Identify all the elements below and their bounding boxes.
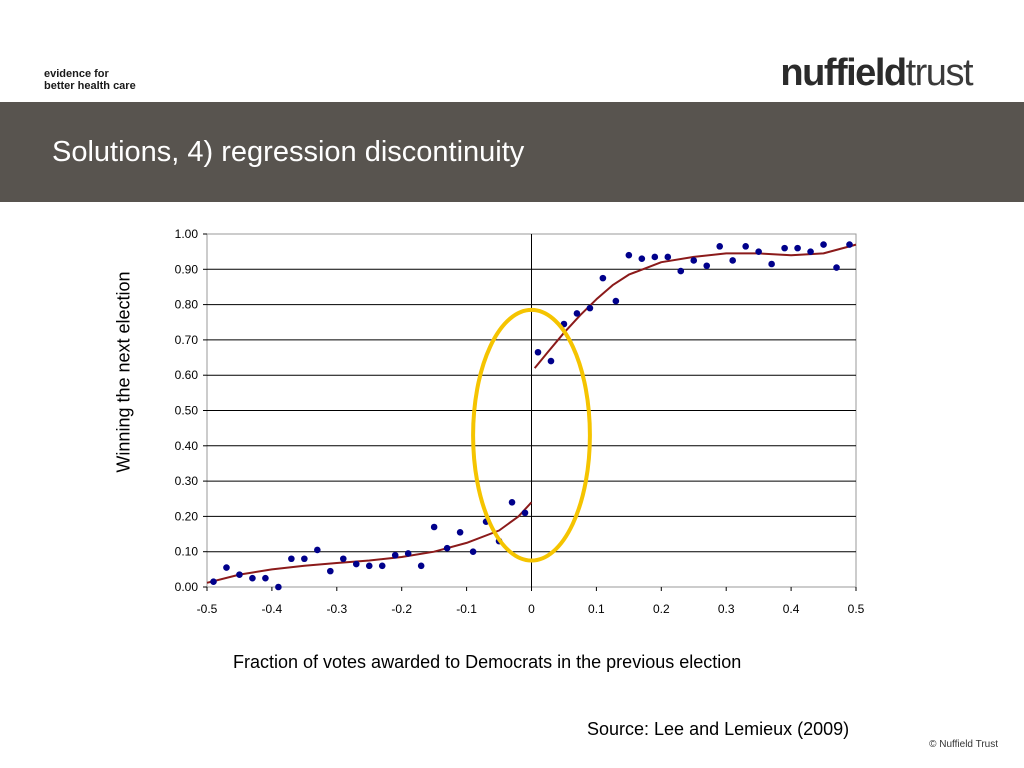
data-point <box>703 262 711 270</box>
y-tick-label: 0.50 <box>175 404 199 418</box>
data-point <box>781 244 788 252</box>
data-point <box>586 304 594 312</box>
data-point <box>573 310 581 317</box>
discontinuity-highlight-ellipse <box>471 307 592 563</box>
data-point <box>521 509 529 517</box>
data-point <box>820 241 827 248</box>
data-point <box>275 583 282 591</box>
data-point <box>638 255 646 263</box>
data-point <box>651 253 659 261</box>
data-point <box>430 523 438 531</box>
y-tick-label: 0.30 <box>175 474 199 488</box>
data-point <box>664 253 672 261</box>
x-tick-label: -0.3 <box>326 602 347 616</box>
y-tick-label: 0.40 <box>175 439 199 453</box>
x-tick-label: -0.4 <box>262 602 283 616</box>
x-tick-label: 0.2 <box>653 602 670 616</box>
data-point <box>327 567 334 575</box>
data-point <box>755 248 762 255</box>
tagline-line-1: evidence for <box>44 68 109 80</box>
y-tick-label: 0.00 <box>175 580 199 594</box>
data-point <box>378 562 386 570</box>
data-point <box>794 244 801 252</box>
y-tick-label: 0.20 <box>175 509 199 523</box>
data-point <box>210 578 217 586</box>
fit-line-left <box>206 501 533 584</box>
x-tick-label: 0.3 <box>718 602 735 616</box>
data-point <box>716 243 724 250</box>
y-tick-label: 1.00 <box>175 227 199 241</box>
y-axis-label: Winning the next election <box>113 271 134 473</box>
y-tick-label: 0.10 <box>175 545 199 559</box>
data-point <box>729 257 736 264</box>
data-point <box>612 297 620 305</box>
fit-line-right <box>533 243 857 369</box>
x-tick-label: 0.1 <box>588 602 605 616</box>
data-point <box>625 251 633 259</box>
data-point <box>690 257 698 264</box>
data-point <box>443 544 451 552</box>
y-tick-label: 0.60 <box>175 368 199 382</box>
data-point <box>339 555 347 563</box>
data-point <box>301 555 308 563</box>
data-point <box>677 267 685 275</box>
data-point <box>391 551 399 559</box>
data-point <box>742 243 749 250</box>
slide-title: Solutions, 4) regression discontinuity <box>52 136 525 168</box>
data-point <box>846 241 853 248</box>
logo-bold-text: nuffield <box>780 52 907 94</box>
x-axis-label: Fraction of votes awarded to Democrats i… <box>233 652 742 672</box>
data-point <box>314 546 321 554</box>
data-point <box>547 357 555 365</box>
source-citation: Source: Lee and Lemieux (2009) <box>587 719 850 739</box>
x-tick-label: -0.2 <box>391 602 412 616</box>
data-point <box>249 574 256 582</box>
data-point <box>236 571 243 578</box>
y-tick-label: 0.80 <box>175 298 199 312</box>
data-point <box>417 562 425 570</box>
x-tick-label: 0 <box>528 602 535 616</box>
x-tick-label: -0.5 <box>197 602 218 616</box>
data-point <box>508 498 516 506</box>
data-point <box>807 248 814 255</box>
data-point <box>469 548 477 555</box>
y-tick-label: 0.90 <box>175 262 199 276</box>
data-point <box>288 555 295 563</box>
data-point <box>456 528 464 536</box>
data-point <box>365 562 373 570</box>
x-tick-label: -0.1 <box>456 602 477 616</box>
data-point <box>833 264 840 271</box>
y-tick-label: 0.70 <box>175 333 199 347</box>
data-point <box>404 550 412 557</box>
data-point <box>223 564 230 571</box>
data-point <box>262 574 269 582</box>
title-bar: Solutions, 4) regression discontinuity <box>0 102 1024 202</box>
data-point <box>352 560 360 568</box>
x-tick-label: 0.4 <box>783 602 800 616</box>
tagline-line-2: better health care <box>44 80 136 92</box>
tagline: evidence for better health care <box>44 68 136 92</box>
data-point <box>534 348 542 356</box>
nuffield-trust-logo: nuffieldtrust <box>780 52 974 95</box>
copyright-notice: © Nuffield Trust <box>929 739 998 750</box>
data-point <box>599 274 607 282</box>
x-tick-label: 0.5 <box>848 602 865 616</box>
logo-light-text: trust <box>905 52 974 94</box>
data-point <box>768 260 775 268</box>
